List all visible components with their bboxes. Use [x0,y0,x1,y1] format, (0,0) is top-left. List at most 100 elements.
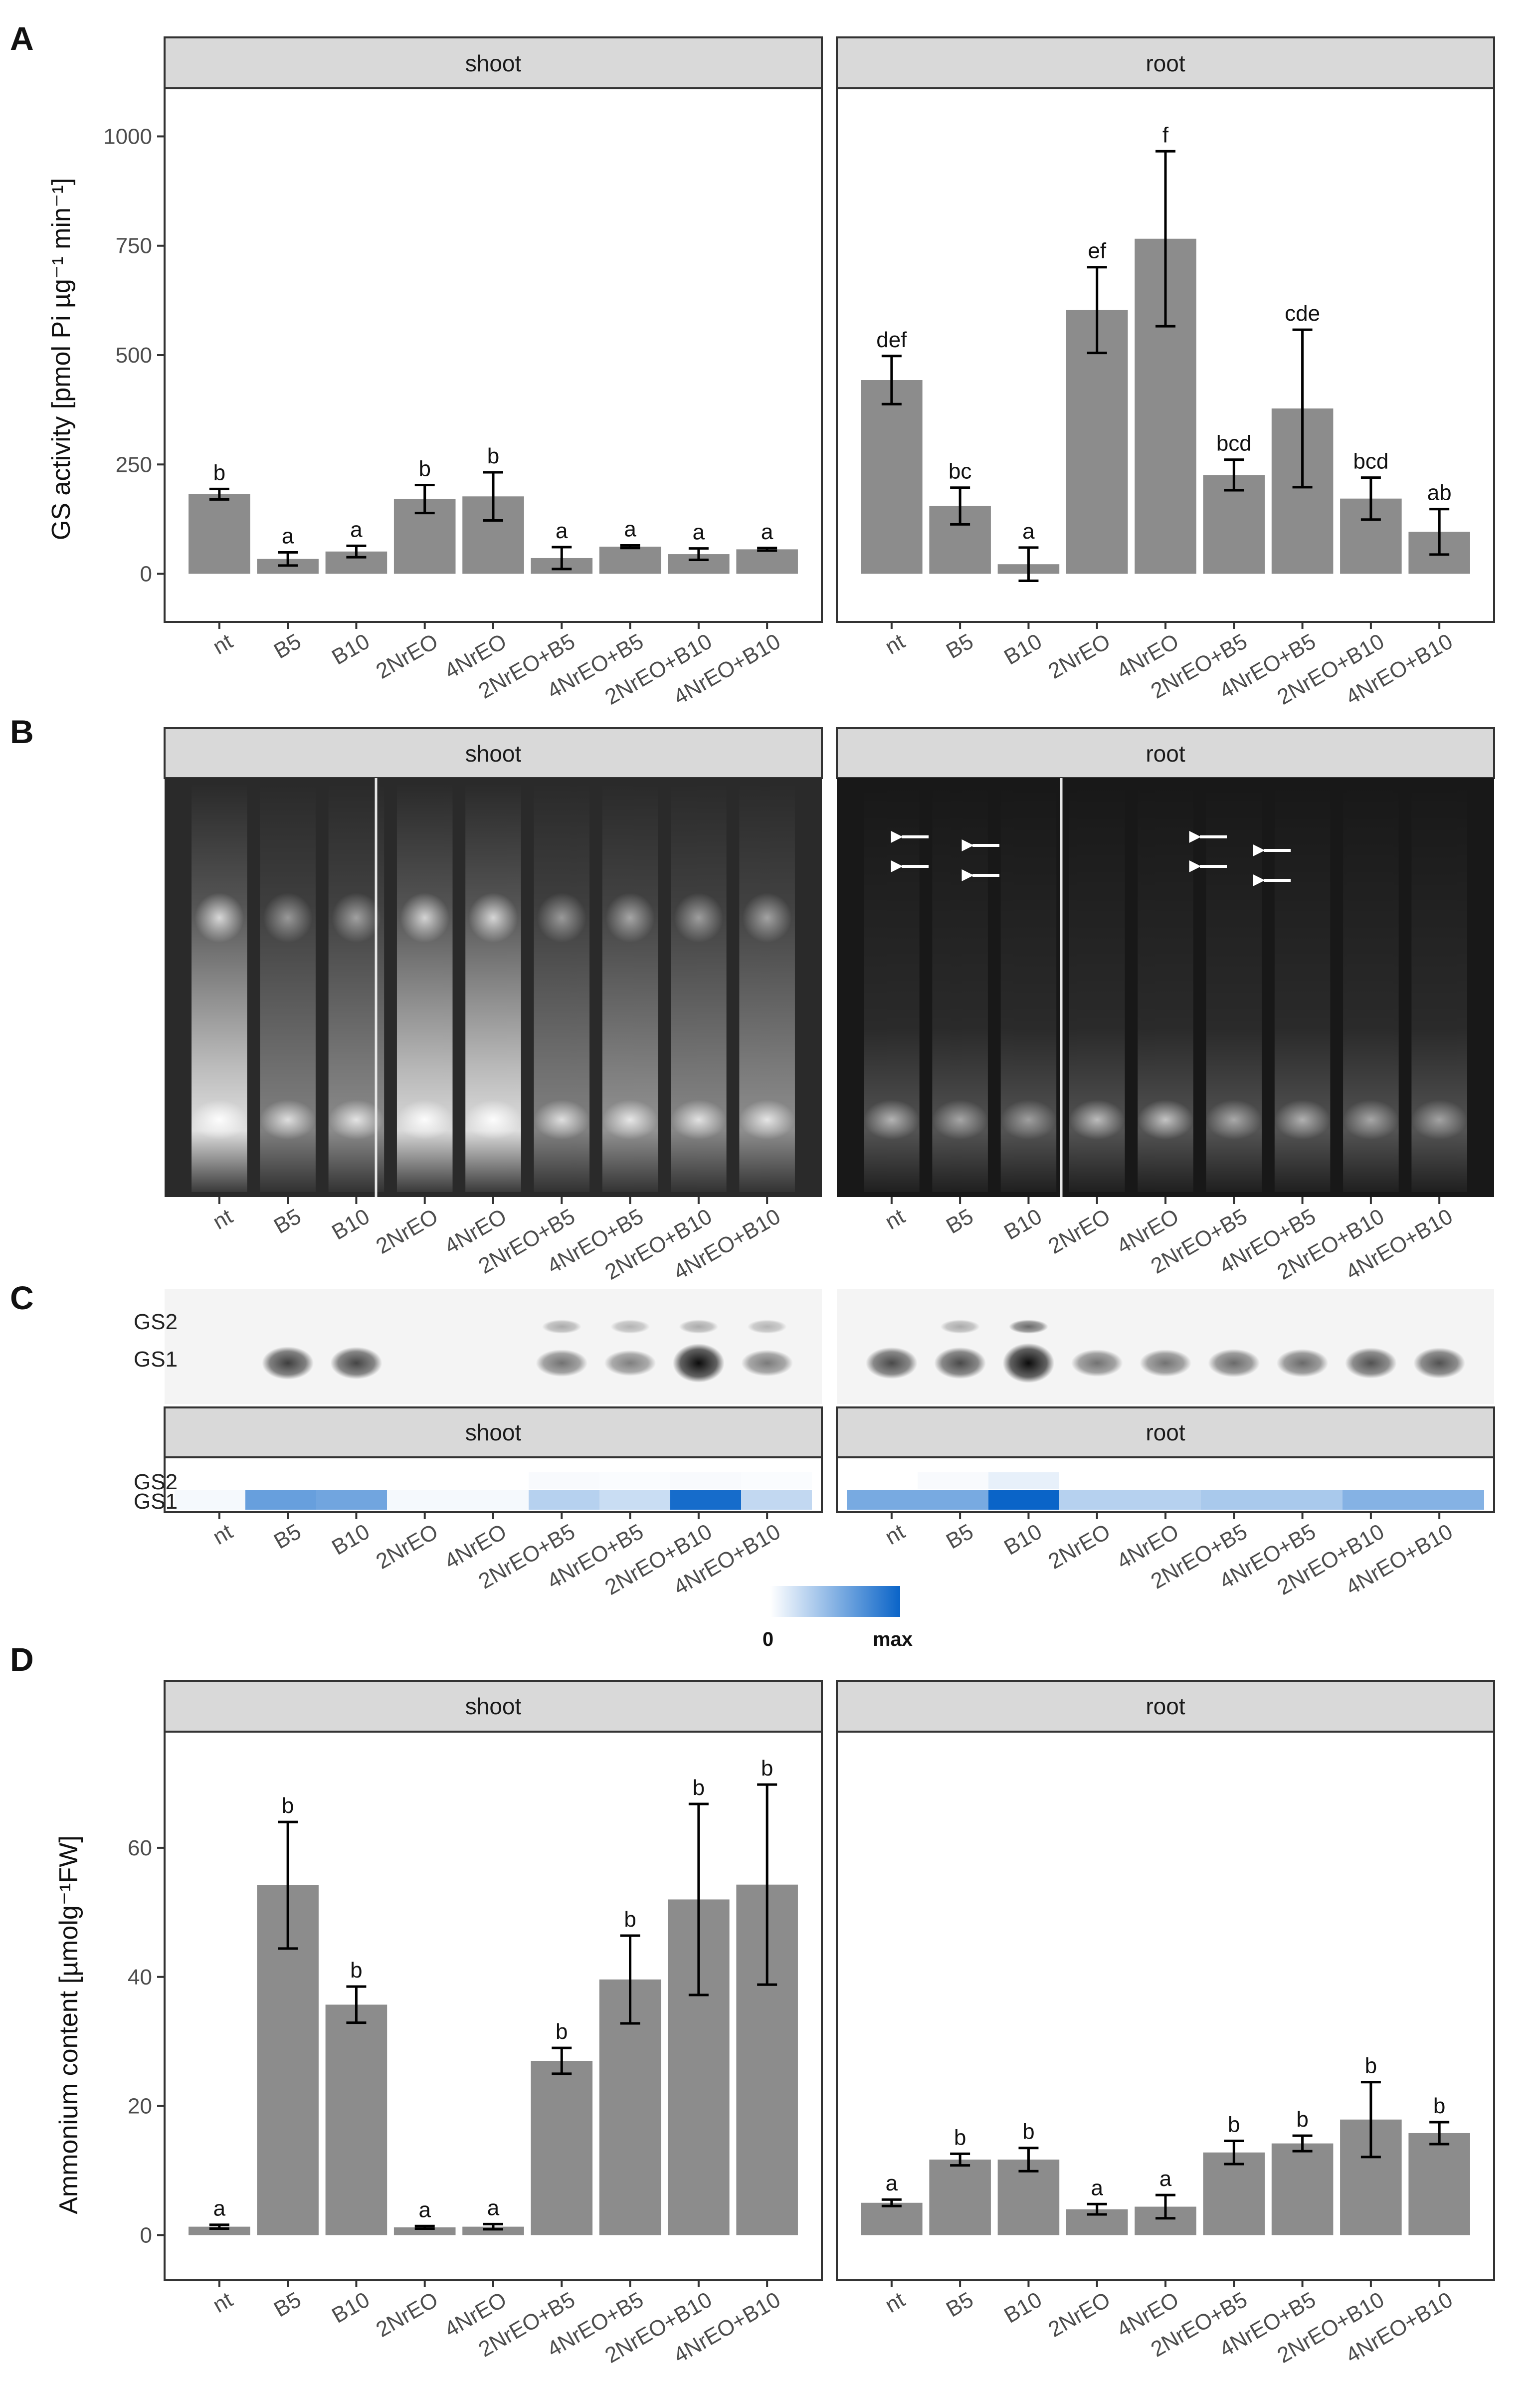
panel-a-shoot-significance-letter: a [624,517,636,542]
panel-a-shoot-bar [599,547,661,574]
panel-d-shoot-plot: a b b a a b b b b [189,1756,798,2235]
panel-c-gs1-label: GS1 [134,1347,178,1372]
blot-band-gs1 [536,1349,588,1377]
heatmap-cell [1343,1472,1413,1489]
gel-band-upper [400,893,450,943]
blot-band-gs1 [1071,1349,1123,1377]
panel-d-root-x-tick-label: nt [881,2287,909,2318]
gel-band-upper [468,893,518,943]
panel-c-heat-gs1-label: GS1 [134,1489,178,1514]
panel-d-root-significance-letter: b [1296,2107,1308,2132]
panel-letter-c: C [10,1279,34,1316]
heatmap-cell [670,1490,741,1510]
panel-d-shoot-significance-letter: b [624,1907,636,1932]
panel-a-shoot-significance-letter: a [282,524,294,549]
panel-a-shoot-bar [736,549,798,574]
panel-d-root-significance-letter: a [1159,2167,1172,2191]
panel-a-root-significance-letter: ef [1088,239,1106,263]
panel-d-shoot-bar [531,2061,593,2235]
panel-d-shoot-significance-letter: b [761,1756,773,1781]
panel-c-shoot-x-tick-label: B5 [270,1519,305,1554]
panel-d-root-x-tick-label: B5 [942,2287,977,2322]
panel-b-arrows [891,831,1291,886]
panel-d-shoot-significance-letter: b [556,2019,568,2044]
panel-d-root-x-tick-label: 2NrEO [1044,2287,1115,2342]
panel-b-shoot-x-tick-label: B10 [328,1204,374,1245]
panel-a-root-bar [861,380,923,574]
panel-a-root-plot: def bc a ef f bcd cde bcd ab [861,123,1470,583]
panel-a-root-x-tick-label: 2NrEO [1044,629,1115,684]
panel-a-shoot-x-tick-label: B5 [270,629,305,663]
panel-d-shoot-strip [164,1680,823,1733]
blot-band-gs1 [1208,1349,1260,1378]
panel-d-shoot-bar [462,2226,524,2235]
panel-c-root-x-tick-label: nt [881,1519,909,1550]
blot-band-gs1 [865,1347,918,1379]
y-tick-label: 250 [116,452,152,477]
panel-d-shoot-bar [393,2227,456,2235]
gel-band-upper [331,893,381,943]
heatmap-cell [175,1490,245,1510]
heatmap-cell [1343,1490,1413,1510]
panel-c-shoot-strip-label: shoot [465,1419,522,1445]
heatmap-cell [741,1472,812,1489]
panel-d-root-significance-letter: a [1091,2176,1103,2200]
panel-d-root-significance-letter: b [1228,2112,1240,2137]
blot-band-gs1 [934,1347,986,1379]
panel-c-root-heatmap [847,1472,1484,1510]
heatmap-cell [175,1472,245,1489]
panel-a-shoot-significance-letter: b [213,460,225,485]
heatmap-cell [1201,1472,1272,1489]
panel-a-shoot-x-tick-label: nt [209,629,237,659]
panel-d-y-ticks: 0 20 40 60 [128,1836,165,2247]
panel-a-shoot-strip [164,36,823,89]
blot-band-gs2 [747,1320,787,1334]
blot-band-gs2 [679,1320,719,1334]
panel-a-root-significance-letter: cde [1285,301,1320,326]
blot-band-gs1 [1345,1348,1397,1379]
panel-a-root-significance-letter: bcd [1353,449,1388,474]
heatmap-cell [599,1490,670,1510]
heatmap-cell [316,1490,387,1510]
blot-band-gs1 [741,1350,793,1377]
gel-band [671,1100,727,1140]
heatmap-cell [387,1490,458,1510]
panel-a-root-significance-letter: bc [949,459,971,484]
panel-d-shoot-significance-letter: b [693,1776,705,1800]
panel-a-shoot-bar [189,494,250,574]
heatmap-cell [599,1472,670,1489]
heatmap-cell [741,1490,812,1510]
panel-a-shoot-significance-letter: a [761,520,773,544]
panel-b-root-gel-lanes [864,783,1467,1192]
gel-band [1069,1100,1125,1140]
panel-a-shoot-significance-letter: b [487,444,499,468]
panel-d-root-bar [1408,2133,1470,2235]
panel-d-shoot-x-tick-label: B10 [328,2287,374,2328]
panel-c-heat-gs2-label: GS2 [134,1470,178,1494]
panel-a-root-x-tick-label: B5 [942,629,977,663]
heatmap-cell [1272,1490,1343,1510]
panel-d-shoot-significance-letter: a [213,2196,226,2221]
panel-a-shoot-strip-label: shoot [465,50,522,76]
panel-c-shoot-blot [165,1289,822,1404]
panel-c-root-x-tick-label: 2NrEO [1044,1519,1115,1574]
gel-band [192,1100,247,1140]
blot-band-gs1 [604,1350,656,1376]
panel-d-shoot-significance-letter: a [487,2195,500,2220]
gel-band-upper [605,893,655,943]
heatmap-cell [245,1490,316,1510]
heatmap-cell [918,1490,988,1510]
panel-d-root-significance-letter: b [1365,2054,1377,2078]
panel-c-shoot-x-tick-label: nt [209,1519,237,1550]
panel-a-y-axis-label: GS activity [pmol Pi µg⁻¹ min⁻¹] [47,178,76,540]
panel-c-scale-max: max [873,1628,913,1650]
panel-c-shoot-strip [164,1406,823,1458]
blot-band-gs2 [940,1320,980,1334]
heatmap-cell [1413,1490,1484,1510]
panel-b-root-strip-label: root [1146,741,1185,767]
blot-band-gs1 [1276,1349,1329,1378]
panel-a-root-significance-letter: a [1022,519,1035,544]
y-tick-label: 20 [128,2094,152,2119]
gel-band [739,1100,795,1140]
heatmap-cell [1059,1472,1130,1489]
